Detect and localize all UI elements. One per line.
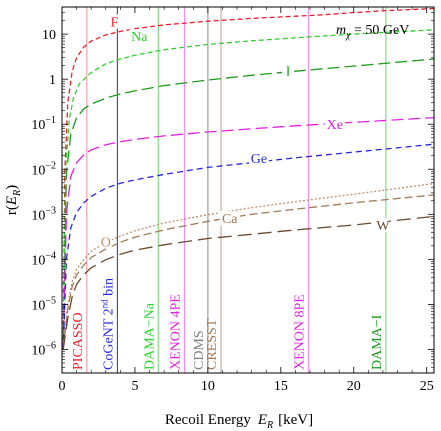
series-curve-w — [62, 215, 434, 350]
series-label-bg-i — [282, 63, 295, 78]
plot-frame — [61, 6, 435, 374]
series-curve-f — [62, 7, 434, 350]
series-label-w: W — [376, 219, 390, 234]
x-axis-label-unit: [keV] — [278, 412, 313, 428]
series-curve-i — [62, 58, 434, 350]
y-tick-label: 10−6 — [31, 340, 56, 358]
x-tick-label-15: 15 — [274, 379, 288, 394]
threshold-label-cdms: CDMS — [192, 330, 207, 370]
y-axis-label-sub: R — [12, 190, 23, 197]
mass-annotation: mχ = 50 GeV — [336, 23, 409, 41]
x-axis-label-sub: R — [266, 420, 273, 431]
series-label-bg-ca — [219, 211, 240, 226]
series-label-xe: Xe — [327, 118, 343, 133]
x-tick-label-10: 10 — [201, 379, 215, 394]
y-axis-label-close: ) — [4, 185, 20, 190]
threshold-labels: PICASSO CoGeNT 2nd bin DAMA−Na XENON 4PE CDM… — [71, 278, 385, 370]
x-tick-label-20: 20 — [347, 379, 361, 394]
series-curve-na — [62, 29, 434, 350]
axes-ticks: 0 5 10 15 20 25 10−6 10−5 10−4 10−3 10−2 10−1 1 10 — [31, 6, 434, 394]
x-tick-label-5: 5 — [131, 379, 138, 394]
series-curve-xe — [62, 116, 434, 350]
threshold-lines — [86, 7, 387, 373]
threshold-label-xenon-8pe: XENON 8PE — [293, 294, 308, 370]
y-tick-label: 1 — [49, 73, 56, 88]
threshold-label-dama-na: DAMA−Na — [142, 302, 157, 370]
series-label-i: I — [286, 65, 291, 80]
series-label-bg-o — [99, 234, 112, 249]
x-tick-label-0: 0 — [59, 379, 66, 394]
threshold-label-cogent-2nd-bin: CoGeNT 2nd bin — [99, 278, 116, 370]
y-tick-label: 10−5 — [31, 295, 56, 313]
series-curve-ca — [62, 194, 434, 350]
series-label-bg-xe — [324, 117, 345, 132]
y-tick-label: 10−1 — [31, 115, 56, 133]
threshold-label-picasso: PICASSO — [71, 312, 86, 370]
x-tick-label-25: 25 — [420, 379, 434, 394]
series-label-bg-f — [108, 14, 121, 29]
y-tick-label: 10−3 — [31, 205, 56, 223]
series-label-bg-na — [129, 29, 150, 44]
y-axis-label: r(ER) — [4, 185, 23, 215]
threshold-label-xenon-4pe: XENON 4PE — [169, 294, 184, 370]
y-tick-label: 10−4 — [31, 250, 56, 268]
series-curves — [62, 7, 434, 350]
y-axis-label-symbol: E — [4, 196, 20, 206]
series-label-ge: Ge — [251, 152, 267, 167]
series-labels: F Na I Xe Ge O Ca W — [99, 14, 390, 250]
series-curve-o — [62, 182, 434, 350]
y-tick-label: 10−2 — [31, 160, 56, 178]
series-label-bg-w — [376, 217, 389, 232]
threshold-label-cresst: CRESST — [205, 318, 220, 370]
mass-annotation-symbol: m — [336, 23, 346, 38]
y-axis-label-text: r( — [4, 205, 20, 215]
series-label-o: O — [101, 235, 111, 250]
series-label-f: F — [111, 16, 119, 31]
x-axis-label-text: Recoil Energy — [165, 412, 251, 428]
mass-annotation-sub: χ — [345, 30, 351, 41]
series-label-ca: Ca — [222, 212, 238, 227]
x-axis-label: Recoil Energy ER [keV] — [165, 412, 313, 431]
x-axis-label-symbol: E — [257, 412, 267, 428]
mass-annotation-value: = 50 GeV — [351, 23, 410, 38]
series-label-bg-ge — [248, 150, 269, 165]
threshold-label-dama-i: DAMA−I — [370, 314, 385, 370]
series-label-na: Na — [131, 30, 148, 45]
y-tick-label: 10 — [42, 28, 56, 43]
series-curve-ge — [62, 143, 434, 350]
